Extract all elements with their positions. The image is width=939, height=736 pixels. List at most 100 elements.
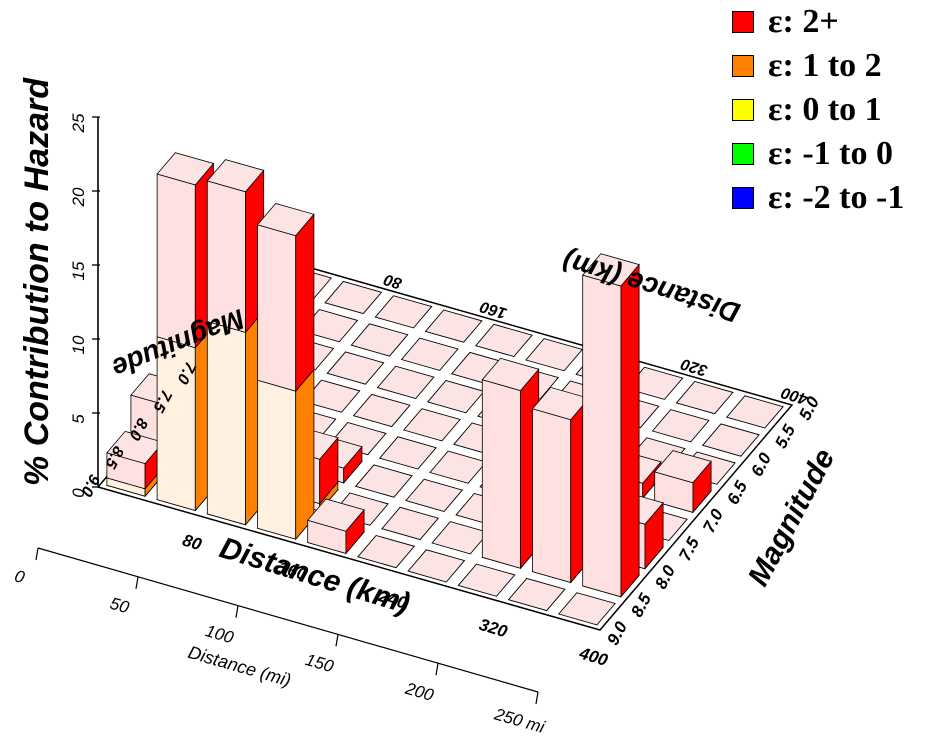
bar-segment	[206, 320, 246, 526]
bar-top	[653, 450, 712, 484]
legend-swatch-eps-0-to-1	[732, 99, 754, 121]
floor-cell	[725, 395, 784, 429]
bar-top	[306, 498, 365, 532]
hazard-bar	[481, 357, 540, 570]
y-tick-label: 7.5	[675, 534, 703, 564]
y-tick-label: 8.0	[651, 562, 679, 592]
mi-axis-tick	[535, 691, 539, 705]
mi-axis-tick	[35, 547, 39, 561]
legend-item: ε: 1 to 2	[732, 44, 904, 88]
mi-tick-label: 0	[12, 566, 27, 587]
floor-cell	[407, 549, 466, 583]
legend-label: ε: -1 to 0	[768, 135, 893, 172]
bar-segment	[295, 213, 315, 393]
bar-segment	[295, 368, 315, 541]
floor-cell	[357, 534, 416, 569]
legend-label: ε: 1 to 2	[768, 47, 882, 84]
floor-cell	[378, 436, 437, 470]
z-tick-label: 15	[69, 261, 88, 280]
bar-top	[481, 357, 540, 392]
hazard-bar	[256, 203, 315, 541]
bar-segment	[532, 408, 572, 584]
floor-cell	[376, 365, 435, 400]
floor-cell	[381, 506, 440, 541]
hazard-bar	[106, 430, 165, 498]
z-tick-label: 25	[69, 113, 88, 133]
hazard-bar	[206, 159, 265, 526]
hazard-bar	[531, 386, 590, 584]
legend-label: ε: 0 to 1	[768, 91, 882, 128]
y-tick-label: 9.0	[603, 618, 631, 648]
x-tick-label: 80	[180, 530, 204, 554]
z-axis-title: % Contribution to Hazard	[18, 77, 56, 486]
legend: ε: 2+ ε: 1 to 2 ε: 0 to 1 ε: -1 to 0 ε: …	[732, 0, 904, 220]
floor-cell	[701, 423, 760, 457]
y-tick-label: 6.0	[747, 449, 775, 479]
y-tick-label: 5.5	[771, 421, 799, 451]
mi-tick-label: 200	[402, 679, 436, 706]
mi-tick-label: 250 mi	[491, 704, 547, 736]
legend-swatch-eps-2plus	[732, 11, 754, 33]
legend-swatch-eps-m1-to-0	[732, 143, 754, 165]
legend-item: ε: -1 to 0	[732, 132, 904, 176]
floor-cell	[350, 323, 409, 357]
bar-segment	[156, 173, 196, 349]
mi-axis-tick	[435, 663, 439, 676]
bar-segment	[481, 379, 521, 569]
legend-label: ε: -2 to -1	[768, 179, 905, 216]
bar-segment	[257, 224, 297, 392]
floor-cell	[400, 337, 459, 371]
floor-cell	[424, 309, 483, 343]
mi-axis-tick	[335, 634, 339, 647]
bar-segment	[620, 263, 640, 598]
floor-cell	[474, 323, 533, 358]
floor-cell	[507, 577, 566, 612]
mi-axis-title: Distance (mi)	[186, 642, 293, 690]
legend-item: ε: -2 to -1	[732, 176, 904, 220]
mi-tick-label: 150	[303, 650, 336, 676]
x-back-tick-label: 80	[382, 270, 404, 291]
chart-bars	[106, 152, 712, 598]
x-tick-label: 400	[576, 643, 610, 670]
hazard-bar	[306, 498, 365, 555]
mi-tick-label: 50	[108, 594, 132, 618]
floor-cell	[557, 592, 616, 626]
legend-item: ε: 2+	[732, 0, 904, 44]
y-tick-label: 7.0	[699, 506, 727, 536]
floor-cell	[651, 409, 710, 443]
floor-cell	[675, 380, 734, 415]
y-tick-label: 6.5	[723, 477, 751, 507]
legend-swatch-eps-1-to-2	[732, 55, 754, 77]
floor-cell	[326, 351, 385, 385]
bar-top	[206, 159, 265, 193]
bar-segment	[582, 274, 622, 598]
bar-segment	[257, 379, 297, 540]
z-tick-label: 20	[69, 187, 88, 207]
z-tick-label: 10	[69, 335, 88, 354]
chart-axes	[35, 116, 539, 705]
floor-cell	[352, 393, 411, 428]
floor-cell	[324, 280, 383, 315]
legend-swatch-eps-m2-to-m1	[732, 187, 754, 209]
bar-top	[581, 253, 640, 287]
floor-cell	[402, 408, 461, 442]
bar-top	[256, 203, 315, 237]
bar-top	[156, 152, 215, 186]
floor-cell	[354, 464, 413, 498]
hazard-bar	[653, 450, 712, 514]
z-tick-label: 0	[69, 488, 88, 498]
mi-axis-tick	[135, 576, 139, 589]
mi-tick-label: 100	[203, 621, 236, 647]
z-tick-label: 5	[69, 414, 88, 424]
hazard-bar	[581, 253, 640, 598]
floor-cell	[457, 563, 516, 597]
mi-axis-tick	[235, 605, 239, 618]
floor-cell	[374, 295, 433, 329]
floor-cell	[302, 379, 361, 413]
legend-label: ε: 2+	[768, 3, 839, 40]
mi-axis-line	[37, 547, 539, 693]
y-tick-label: 8.5	[627, 590, 655, 620]
x-tick-label: 320	[477, 615, 510, 642]
legend-item: ε: 0 to 1	[732, 88, 904, 132]
